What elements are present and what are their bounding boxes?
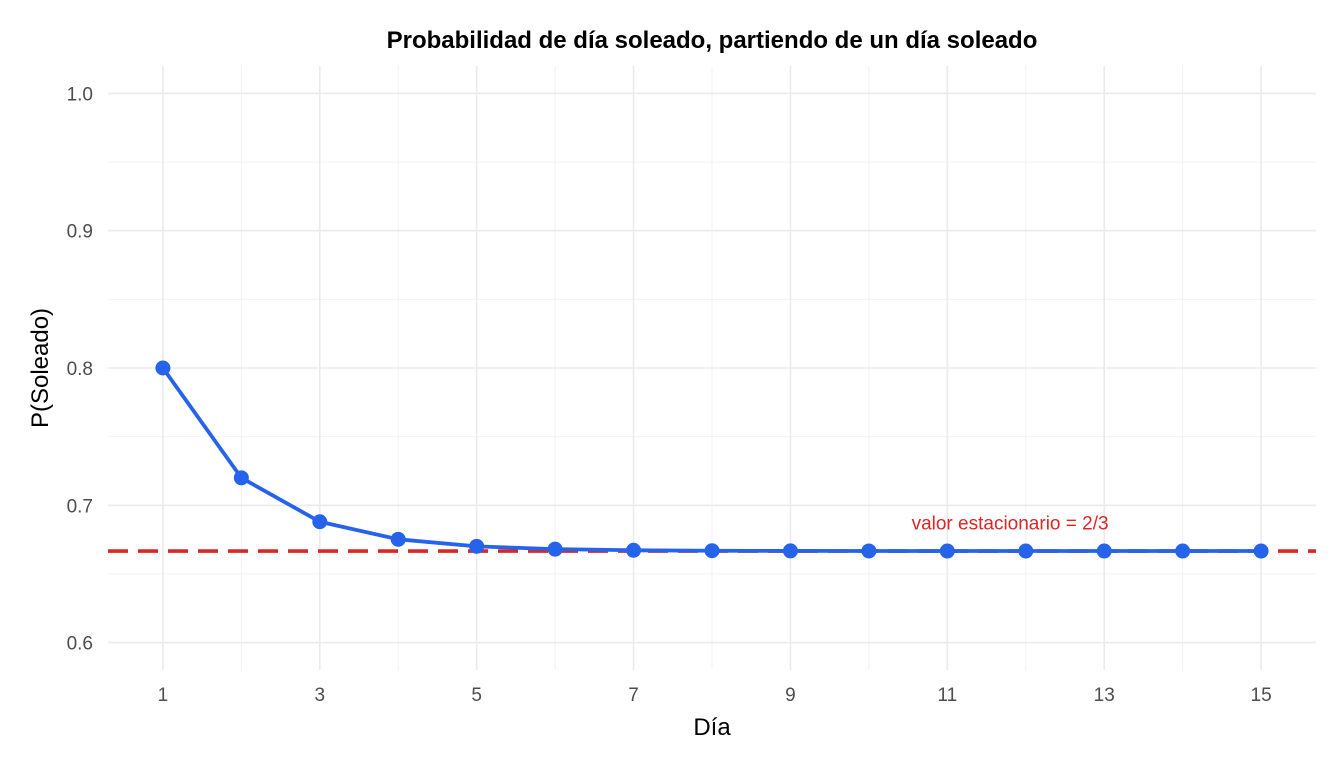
y-tick-label: 0.6 [67, 634, 93, 655]
series-layer: valor estacionario = 2/3 [155, 360, 1269, 559]
chart-title: Probabilidad de día soleado, partiendo d… [387, 27, 1038, 54]
data-point [312, 514, 328, 530]
data-point [861, 543, 877, 559]
data-point [782, 543, 798, 559]
data-point [1018, 543, 1034, 559]
y-tick-label: 0.7 [67, 496, 93, 517]
data-point [469, 538, 485, 554]
y-tick-label: 0.9 [67, 222, 93, 243]
x-tick-label: 7 [628, 685, 639, 706]
grid-major [108, 66, 1316, 670]
y-tick-label: 1.0 [67, 84, 93, 105]
x-tick-label: 9 [785, 685, 796, 706]
data-point [155, 360, 171, 376]
x-tick-label: 15 [1251, 685, 1272, 706]
data-point [390, 531, 406, 547]
data-point [1253, 543, 1269, 559]
data-point [1175, 543, 1191, 559]
data-point [939, 543, 955, 559]
data-point [626, 542, 642, 558]
x-tick-labels: 1 3 5 7 9 11 13 15 [158, 685, 1272, 706]
data-point [233, 470, 249, 486]
y-axis-title: P(Soleado) [27, 308, 54, 428]
x-tick-label: 5 [471, 685, 482, 706]
x-tick-label: 11 [937, 685, 957, 706]
y-tick-labels: 0.6 0.7 0.8 0.9 1.0 [67, 84, 93, 654]
y-tick-label: 0.8 [67, 359, 93, 380]
x-axis-title: Día [693, 714, 731, 741]
data-point [547, 541, 563, 557]
data-point [1096, 543, 1112, 559]
x-tick-label: 13 [1094, 685, 1115, 706]
x-tick-label: 3 [315, 685, 326, 706]
reference-line-label: valor estacionario = 2/3 [912, 513, 1109, 534]
x-tick-label: 1 [158, 685, 169, 706]
data-point [704, 543, 720, 559]
